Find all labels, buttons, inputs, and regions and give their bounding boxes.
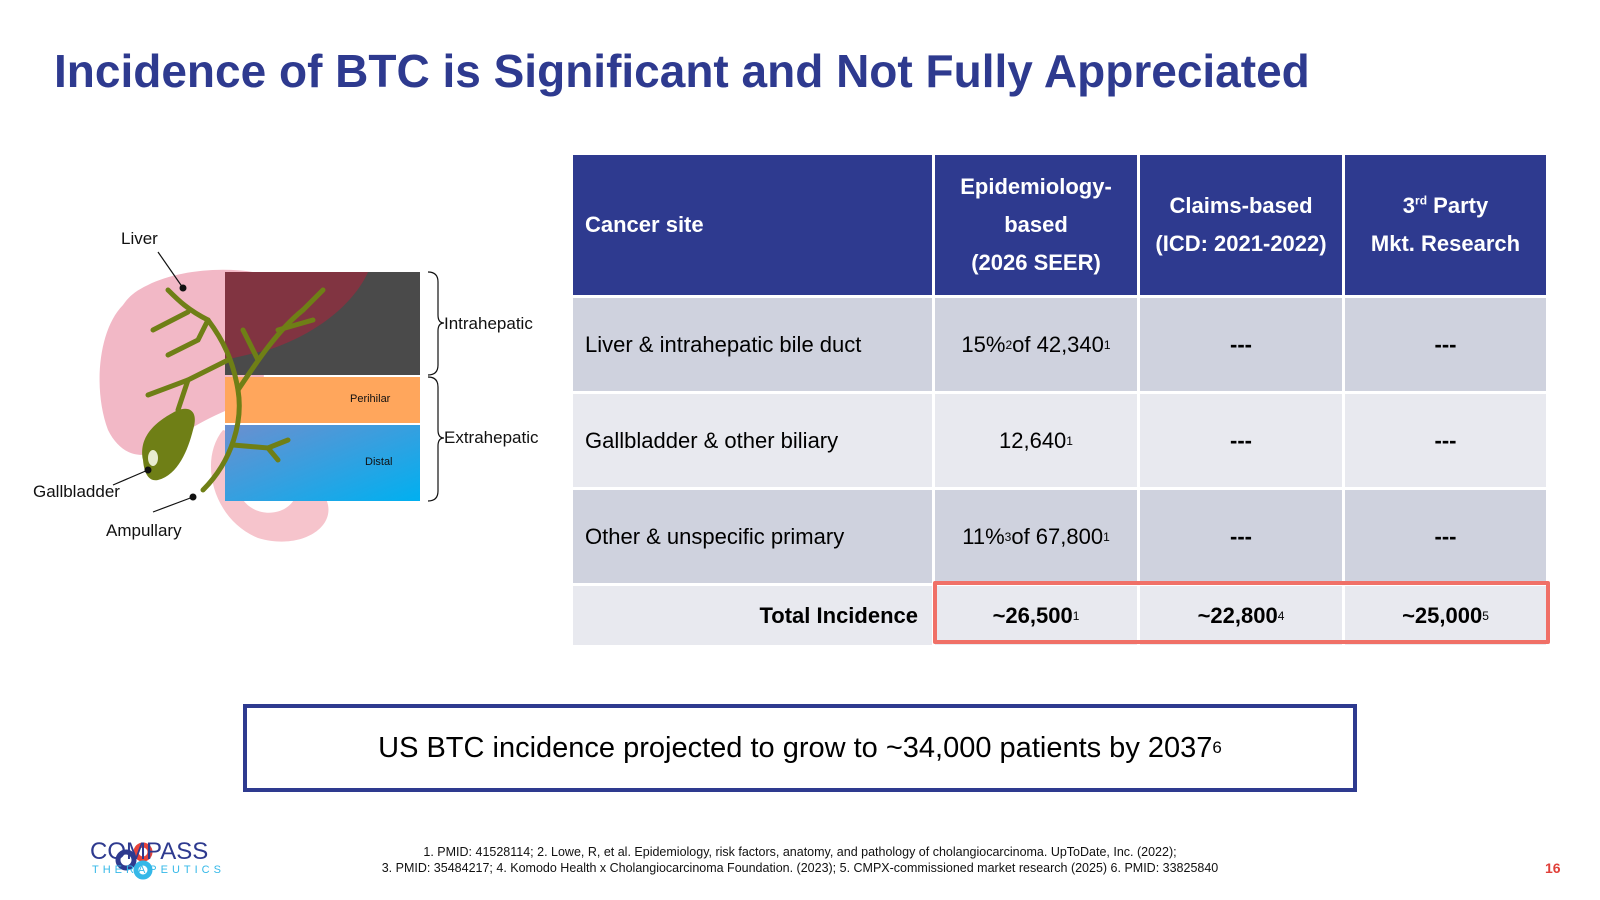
liver-label: Liver [121,229,158,248]
header-third-line1: 3rd Party [1402,193,1489,218]
page-number: 16 [1545,860,1561,876]
distal-label: Distal [365,456,393,468]
table-total-row: Total Incidence ~26,500 1 ~22,800 4 ~25,00… [573,586,1549,648]
table-row: Gallbladder & other biliary 12,640 1 --- … [573,394,1549,490]
total-research: ~25,000 5 [1345,586,1549,648]
row-site: Gallbladder & other biliary [573,394,935,490]
row-claims: --- [1140,394,1345,490]
header-cancer-site: Cancer site [573,155,935,298]
callout-text: US BTC incidence projected to grow to ~3… [378,731,1213,764]
projection-callout: US BTC incidence projected to grow to ~3… [243,704,1357,792]
perihilar-region [225,377,420,423]
row-claims: --- [1140,298,1345,394]
header-third-line2: Mkt. Research [1370,231,1521,256]
perihilar-label: Perihilar [350,393,391,405]
bile-duct-tree [145,287,326,493]
table-header-row: Cancer site Epidemiology- based (2026 SE… [573,155,1549,298]
row-research: --- [1345,394,1549,490]
header-claims: Claims-based (ICD: 2021-2022) [1140,155,1345,298]
row-research: --- [1345,298,1549,394]
table-row: Liver & intrahepatic bile duct 15% 2 of 4… [573,298,1549,394]
biliary-anatomy-illustration [99,251,445,542]
table-row: Other & unspecific primary 11% 3 of 67,80… [573,490,1549,586]
compass-logo-icon [115,842,153,880]
total-claims: ~22,800 4 [1140,586,1345,648]
logo-wordmark: COMPASS [90,838,209,865]
total-epi: ~26,500 1 [935,586,1140,648]
row-epi: 11% 3 of 67,800 1 [935,490,1140,586]
logo-subtext: THERAPEUTICS [92,864,225,876]
row-epi: 12,640 1 [935,394,1140,490]
intrahepatic-label: Intrahepatic [444,314,533,333]
header-claims-line1: Claims-based [1169,193,1313,218]
gallbladder-label: Gallbladder [33,482,120,501]
row-site: Other & unspecific primary [573,490,935,586]
biliary-anatomy-diagram: Liver Intrahepatic Extrahepatic Perihila… [28,220,568,580]
header-third-party: 3rd Party Mkt. Research [1345,155,1549,298]
page-title: Incidence of BTC is Significant and Not … [54,45,1310,97]
header-claims-line2: (ICD: 2021-2022) [1155,231,1327,256]
row-site: Liver & intrahepatic bile duct [573,298,935,394]
header-epidemiology: Epidemiology- based (2026 SEER) [935,155,1140,298]
row-epi: 15% 2 of 42,340 1 [935,298,1140,394]
extrahepatic-label: Extrahepatic [444,428,539,447]
header-epi-line3: (2026 SEER) [971,250,1101,275]
references: 1. PMID: 41528114; 2. Lowe, R, et al. Ep… [380,844,1220,876]
distal-region [225,425,420,501]
duodenum-shape [210,430,329,542]
references-line2: 3. PMID: 35484217; 4. Komodo Health x Ch… [381,861,1219,875]
header-epi-line1: Epidemiology- [960,174,1112,199]
references-line1: 1. PMID: 41528114; 2. Lowe, R, et al. Ep… [423,845,1177,859]
row-research: --- [1345,490,1549,586]
ampullary-label: Ampullary [106,521,182,540]
row-claims: --- [1140,490,1345,586]
header-epi-line2: based [1004,212,1068,237]
total-label: Total Incidence [573,586,935,648]
